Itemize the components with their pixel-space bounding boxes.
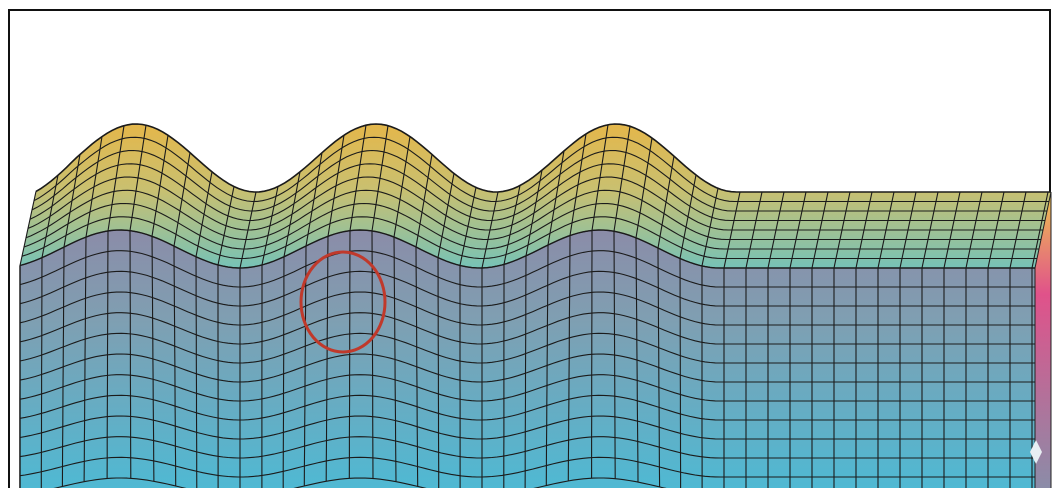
page: (() => { const data = JSON.parse(documen… <box>0 0 1058 488</box>
mesh-illustration <box>0 0 1058 488</box>
front-column-line <box>438 258 439 488</box>
front-column-line <box>41 258 42 488</box>
front-column-line <box>680 259 681 488</box>
